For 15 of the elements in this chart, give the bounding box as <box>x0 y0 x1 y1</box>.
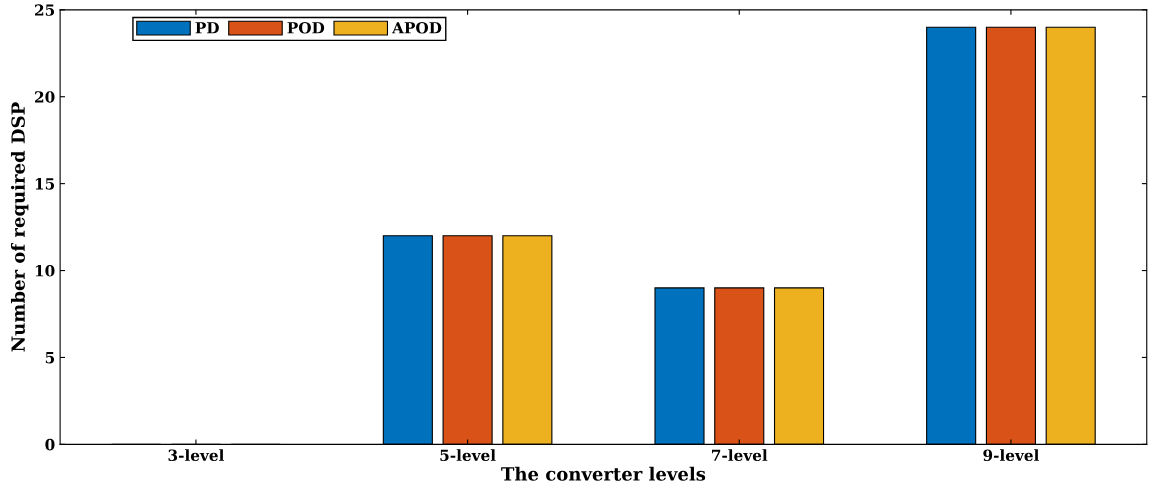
y-tick-label: 15 <box>35 178 55 190</box>
legend-label: APOD <box>391 22 442 34</box>
y-tick-label: 25 <box>35 4 55 16</box>
y-tick-label: 0 <box>45 438 55 451</box>
y-tick-label: 5 <box>45 352 55 364</box>
x-tick-label: 5-level <box>440 449 496 462</box>
x-axis-title: The converter levels <box>501 466 706 481</box>
legend-label: PD <box>195 22 219 34</box>
x-tick-label: 3-level <box>168 449 225 462</box>
y-tick-label: 10 <box>35 265 55 277</box>
y-axis-title: Number of required DSP <box>10 102 29 352</box>
legend-label: POD <box>287 22 325 34</box>
y-tick-label: 20 <box>35 91 55 103</box>
x-tick-label: 7-level <box>712 449 768 462</box>
x-tick-label: 9-level <box>983 449 1039 462</box>
